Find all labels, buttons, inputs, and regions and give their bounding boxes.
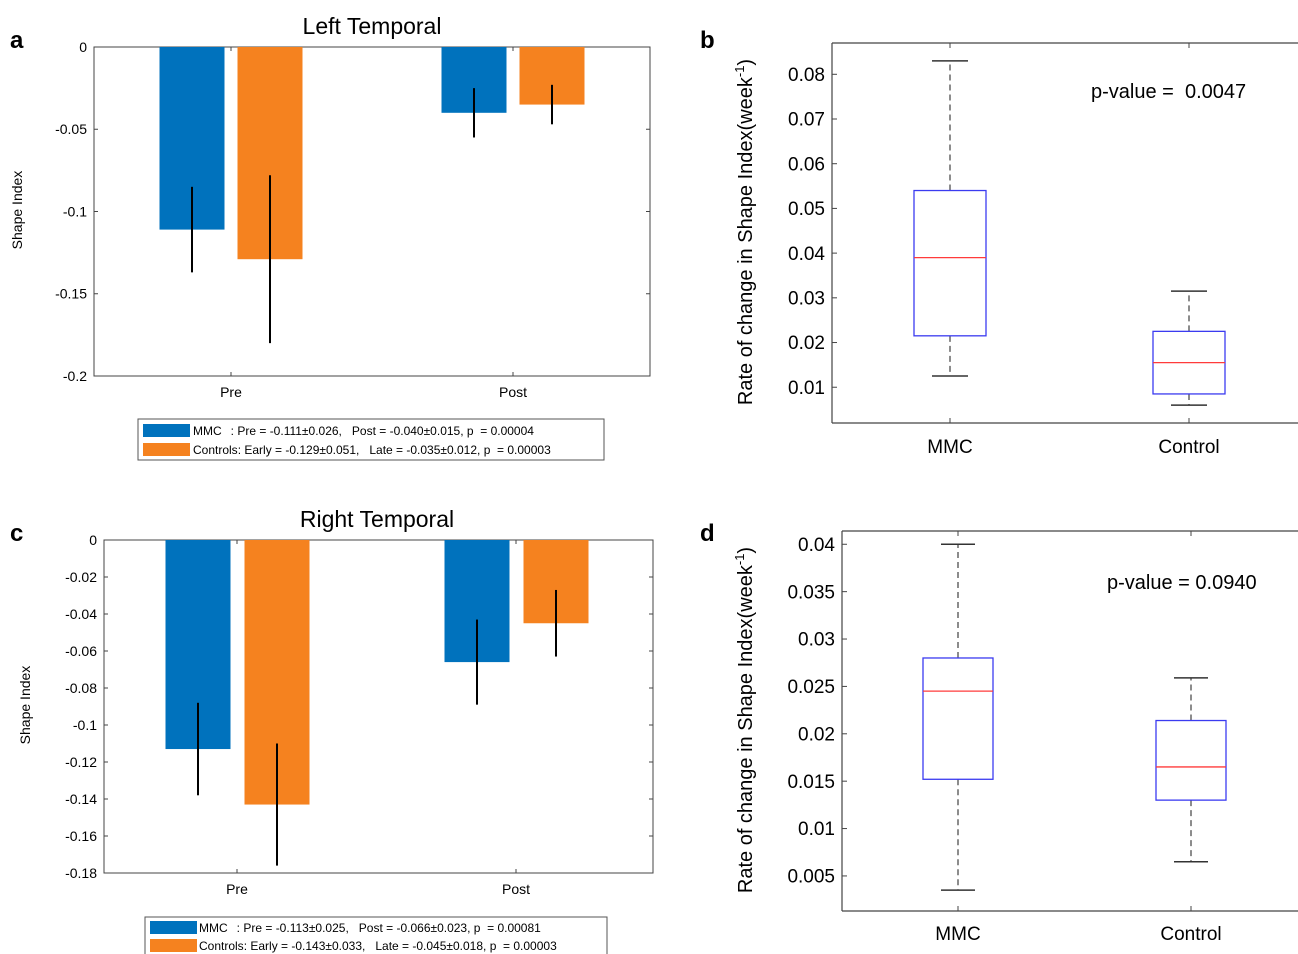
x-tick-label: Pre bbox=[220, 384, 242, 400]
y-tick-label: 0.04 bbox=[788, 244, 825, 265]
legend-label: Controls bbox=[199, 939, 244, 953]
y-tick-label: 0.035 bbox=[787, 582, 835, 603]
x-tick-label: Control bbox=[1160, 924, 1221, 945]
box-control bbox=[1155, 719, 1227, 801]
bar-chart-left-temporal: Left Temporal Shape Index Pre Post 0 -0.0… bbox=[9, 13, 651, 461]
legend-entry-controls: Controls: Early = -0.143±0.033, Late = -… bbox=[199, 939, 557, 953]
legend-label: MMC bbox=[193, 424, 222, 438]
legend-entry-controls: Controls: Early = -0.129±0.051, Late = -… bbox=[193, 443, 551, 457]
legend-swatch-controls bbox=[143, 443, 190, 456]
box-plot-right-rate: Rate of change in Shape Index(week-1) MM… bbox=[732, 530, 1298, 945]
panel-letter-c: c bbox=[10, 520, 23, 547]
y-tick-label: -0.04 bbox=[65, 606, 97, 622]
y-axis-label: Shape Index bbox=[17, 666, 33, 745]
p-value-annotation: p-value = 0.0940 bbox=[1107, 572, 1257, 594]
y-tick-label: -0.15 bbox=[55, 286, 87, 302]
legend-stats: : Early = -0.129±0.051, Late = -0.035±0.… bbox=[238, 443, 551, 457]
box-mmc bbox=[922, 657, 994, 780]
panel-letter-b: b bbox=[700, 27, 715, 54]
y-tick-label: 0.015 bbox=[787, 772, 835, 793]
legend-stats: : Early = -0.143±0.033, Late = -0.045±0.… bbox=[244, 939, 557, 953]
y-tick-label: 0.01 bbox=[798, 819, 835, 840]
x-tick-label: MMC bbox=[927, 437, 972, 458]
y-tick-label: -0.06 bbox=[65, 643, 97, 659]
y-axis-label: Rate of change in Shape Index(week-1) bbox=[732, 547, 757, 893]
x-tick-label: MMC bbox=[935, 924, 980, 945]
y-tick-label: -0.08 bbox=[65, 680, 97, 696]
x-tick-label: Post bbox=[502, 881, 530, 897]
y-tick-label: -0.14 bbox=[65, 791, 97, 807]
y-axis-label: Rate of change in Shape Index(week-1) bbox=[732, 59, 757, 405]
y-tick-label: 0.08 bbox=[788, 65, 825, 86]
y-tick-label: 0.02 bbox=[798, 724, 835, 745]
box-plot-left-rate: Rate of change in Shape Index(week-1) MM… bbox=[732, 42, 1298, 458]
legend-swatch-controls bbox=[150, 939, 197, 952]
legend-box bbox=[144, 916, 608, 954]
chart-title: Left Temporal bbox=[303, 13, 442, 39]
panel-letter-a: a bbox=[10, 27, 24, 54]
legend-label: MMC bbox=[199, 921, 228, 935]
y-tick-label: 0.05 bbox=[788, 199, 825, 220]
legend-swatch-mmc bbox=[150, 921, 197, 934]
axes-frame bbox=[103, 539, 654, 874]
y-tick-label: -0.02 bbox=[65, 569, 97, 585]
p-value-annotation: p-value = 0.0047 bbox=[1091, 81, 1246, 103]
y-tick-label: -0.1 bbox=[63, 203, 87, 219]
legend-label: Controls bbox=[193, 443, 238, 457]
legend: MMC : Pre = -0.111±0.026, Post = -0.040±0… bbox=[137, 418, 605, 461]
y-tick-label: 0.005 bbox=[787, 867, 835, 888]
y-tick-label: 0.06 bbox=[788, 154, 825, 175]
y-tick-label: -0.05 bbox=[55, 121, 87, 137]
legend-stats: : Pre = -0.113±0.025, Post = -0.066±0.02… bbox=[237, 921, 541, 935]
y-tick-label: 0.03 bbox=[788, 288, 825, 309]
y-tick-label: -0.16 bbox=[65, 828, 97, 844]
y-tick-label: -0.18 bbox=[65, 865, 97, 881]
y-tick-label: 0.07 bbox=[788, 110, 825, 131]
x-tick-label: Control bbox=[1158, 437, 1219, 458]
panel-letter-d: d bbox=[700, 520, 715, 547]
legend-entry-mmc: MMC : Pre = -0.113±0.025, Post = -0.066±0… bbox=[199, 921, 541, 935]
box-mmc bbox=[913, 189, 987, 337]
y-tick-label: 0.025 bbox=[787, 677, 835, 698]
y-tick-label: 0.03 bbox=[798, 630, 835, 651]
legend-swatch-mmc bbox=[143, 424, 190, 437]
chart-title: Right Temporal bbox=[300, 506, 454, 532]
y-tick-label: -0.12 bbox=[65, 754, 97, 770]
legend-entry-mmc: MMC : Pre = -0.111±0.026, Post = -0.040±0… bbox=[193, 424, 534, 438]
y-tick-label: 0.04 bbox=[798, 535, 835, 556]
y-tick-label: -0.1 bbox=[73, 717, 97, 733]
x-tick-label: Pre bbox=[226, 881, 248, 897]
y-tick-label: 0.01 bbox=[788, 378, 825, 399]
legend-box bbox=[137, 418, 605, 461]
x-tick-label: Post bbox=[499, 384, 527, 400]
y-tick-label: -0.2 bbox=[63, 368, 87, 384]
legend-stats: : Pre = -0.111±0.026, Post = -0.040±0.01… bbox=[231, 424, 535, 438]
y-tick-label: 0 bbox=[89, 532, 97, 548]
y-tick-label: 0 bbox=[79, 39, 87, 55]
y-tick-label: 0.02 bbox=[788, 333, 825, 354]
y-axis-label: Shape Index bbox=[9, 171, 25, 250]
bar-chart-right-temporal: Right Temporal Shape Index Pre Post 0 -0.… bbox=[17, 506, 654, 954]
legend: MMC : Pre = -0.113±0.025, Post = -0.066±0… bbox=[144, 916, 608, 954]
